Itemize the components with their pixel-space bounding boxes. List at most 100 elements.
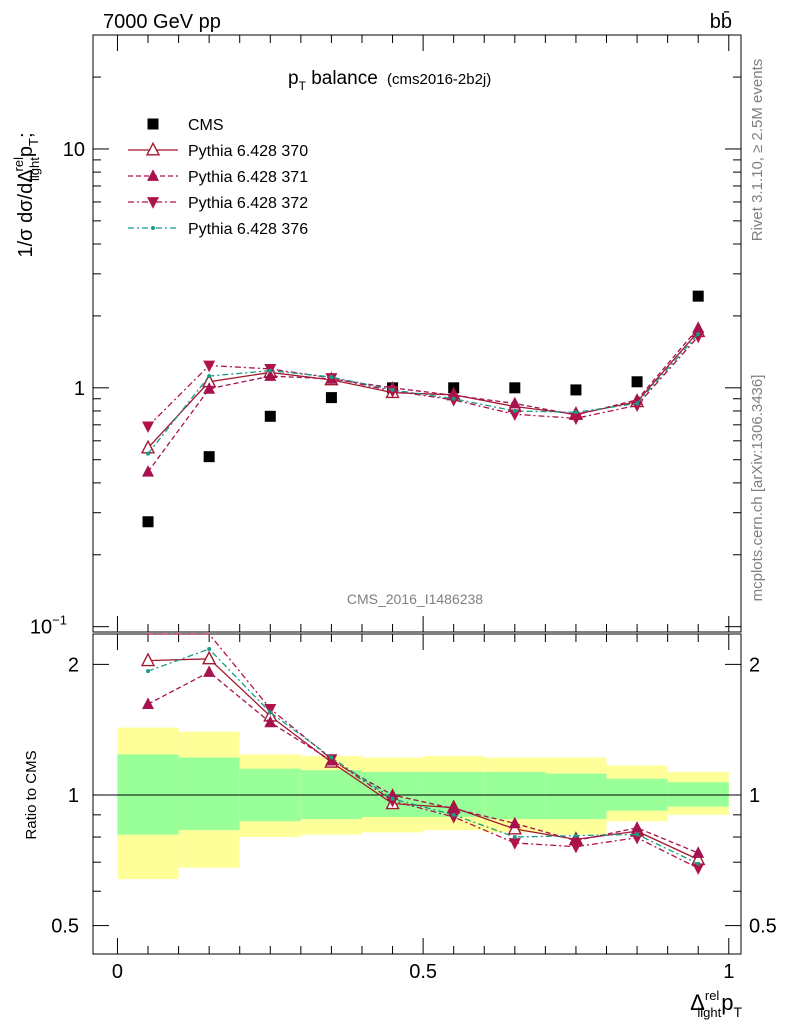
legend-marker-p372 [147,197,159,209]
data-point-p372 [692,863,705,875]
data-point-p376 [146,451,151,456]
data-point-p376 [512,408,517,413]
ratio-y-tick-label-right: 2 [749,654,760,676]
data-point-p376 [329,755,334,760]
legend-label: Pythia 6.428 372 [188,195,308,212]
band-inner-bin [484,771,546,820]
data-point-p372 [203,360,216,373]
x-tick-label: 1 [723,961,734,983]
legend-label: Pythia 6.428 370 [188,143,308,160]
data-point-p370 [201,650,217,665]
data-point-p370 [140,652,156,667]
data-point-p371 [692,321,705,333]
data-point-cms [509,382,521,394]
data-point-p376 [268,368,273,373]
data-point-p372 [447,395,460,407]
data-point-p372 [386,795,399,808]
data-point-p371 [692,846,705,858]
legend-label: Pythia 6.428 371 [188,169,308,186]
plot-title-sub: T [299,79,307,93]
band-inner-bin [667,782,729,807]
legend-label: Pythia 6.428 376 [188,221,308,238]
data-point-p376 [329,374,334,379]
data-point-p376 [512,835,517,840]
ratio-y-tick-label-right: 1 [749,785,760,807]
ratio-y-tick-label: 0.5 [51,916,79,938]
legend-label: CMS [188,117,224,134]
ratio-y-tick-label-right: 0.5 [749,916,777,938]
data-point-p372 [692,331,705,344]
data-point-p372 [569,413,582,426]
data-point-p372 [325,754,338,766]
process-label: bb̄ [710,10,732,33]
main-y-axis-label: 1/σ dσ/dΔrellightpT; [11,132,42,257]
data-point-p376 [573,833,578,838]
data-point-p371 [631,821,644,833]
series-line-p376 [147,333,699,455]
plot-title: pT balance (cms2016-2b2j) [288,68,491,93]
x-tick-label: 0.5 [409,961,437,983]
data-point-p376 [696,332,701,337]
rivet-label: Rivet 3.1.10, ≥ 2.5M events [749,59,766,242]
main-plot-frame [92,34,742,633]
data-point-p376 [451,812,456,817]
data-point-cms [142,516,154,528]
band-inner-bin [545,773,607,820]
energy-label: 7000 GeV pp [103,11,221,33]
data-point-p376 [573,410,578,415]
x-tick-label: 0 [112,961,123,983]
series-line-p376 [147,648,699,865]
data-point-p371 [447,801,460,814]
legend-marker-p370 [145,141,161,156]
ratio-plot-panel [92,633,742,955]
series-line-p372 [147,336,699,427]
legend: CMS Pythia 6.428 370 Pythia 6.428 371 Pythi… [128,117,308,238]
uncertainty-bands [93,727,741,880]
data-point-cms [264,410,276,422]
analysis-label: (cms2016-2b2j) [387,71,491,88]
data-point-p372 [508,838,521,850]
data-point-p371 [142,697,155,709]
data-point-p376 [451,396,456,401]
ratio-y-tick-label: 1 [68,785,79,807]
data-point-p371 [508,396,521,409]
series-line-p370 [147,331,699,449]
series-line-p372 [148,633,699,869]
data-point-p376 [696,861,701,866]
data-point-p376 [207,374,212,379]
data-point-p372 [569,841,582,854]
data-point-p376 [635,401,640,406]
main-y-tick-label: 10−1 [30,613,67,639]
data-point-p376 [146,669,151,674]
x-axis-label: Δrel lightpT [690,988,742,1020]
band-inner-bin [178,757,240,831]
main-series [140,290,706,528]
data-point-p372 [142,421,155,434]
data-point-p371 [264,715,277,728]
data-point-p372 [508,409,521,421]
data-point-p376 [207,647,212,652]
main-plot-panel [92,34,742,633]
legend-marker-p376 [151,226,155,230]
data-point-p372 [264,703,277,716]
data-point-p371 [203,382,216,394]
data-point-cms [631,376,643,388]
series-line-p371 [147,327,699,473]
ratio-y-axis-label: Ratio to CMS [23,750,40,839]
data-point-p371 [203,665,216,677]
data-point-p371 [142,465,155,477]
ratio-plot-frame [92,633,742,955]
main-y-tick-label: 10 [63,139,85,161]
ratio-y-tick-label: 2 [68,654,79,676]
ratio-series [140,633,706,875]
series-line-p371 [147,671,699,854]
legend-marker-cms [147,118,159,130]
mcplots-label: mcplots.cern.ch [arXiv:1306.3436] [749,375,766,602]
data-point-cms [325,392,337,404]
data-point-cms [570,384,582,396]
data-point-p376 [390,796,395,801]
data-point-p376 [635,832,640,837]
legend-marker-p371 [147,169,159,181]
data-point-cms [203,451,215,463]
